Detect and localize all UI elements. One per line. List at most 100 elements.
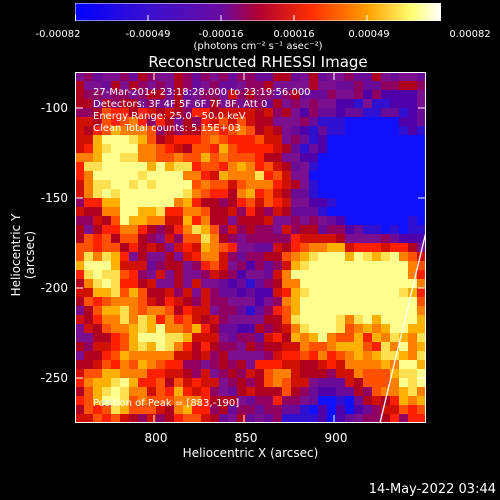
- image-pixel: [354, 117, 364, 127]
- image-pixel: [147, 333, 157, 343]
- image-pixel: [237, 315, 247, 325]
- image-pixel: [273, 351, 283, 361]
- image-pixel: [381, 72, 391, 82]
- image-pixel: [264, 153, 274, 163]
- image-pixel: [318, 261, 328, 271]
- image-pixel: [75, 144, 85, 154]
- image-pixel: [417, 243, 426, 253]
- image-pixel: [309, 189, 319, 199]
- image-pixel: [354, 396, 364, 406]
- image-pixel: [174, 396, 184, 406]
- image-pixel: [228, 189, 238, 199]
- image-pixel: [174, 243, 184, 253]
- image-pixel: [228, 117, 238, 127]
- image-pixel: [111, 198, 121, 208]
- image-pixel: [300, 351, 310, 361]
- image-pixel: [228, 342, 238, 352]
- image-pixel: [282, 396, 292, 406]
- image-pixel: [237, 117, 247, 127]
- image-pixel: [336, 162, 346, 172]
- image-pixel: [165, 162, 175, 172]
- image-pixel: [381, 189, 391, 199]
- image-pixel: [381, 243, 391, 253]
- image-pixel: [408, 261, 418, 271]
- image-pixel: [390, 180, 400, 190]
- energy-range-label: Energy Range: 25.0 - 50.0 keV: [93, 111, 246, 122]
- image-pixel: [345, 180, 355, 190]
- image-pixel: [336, 261, 346, 271]
- time-range-label: 27-Mar-2014 23:18:28.000 to 23:19:56.000: [93, 87, 311, 98]
- image-pixel: [282, 126, 292, 136]
- image-pixel: [165, 369, 175, 379]
- x-tick-label: 900: [324, 431, 348, 445]
- image-pixel: [408, 72, 418, 82]
- image-pixel: [327, 351, 337, 361]
- image-pixel: [84, 351, 94, 361]
- image-pixel: [327, 126, 337, 136]
- image-pixel: [363, 153, 373, 163]
- image-pixel: [93, 207, 103, 217]
- image-pixel: [111, 234, 121, 244]
- image-pixel: [354, 144, 364, 154]
- image-pixel: [309, 306, 319, 316]
- image-pixel: [111, 360, 121, 370]
- image-pixel: [345, 369, 355, 379]
- image-pixel: [75, 279, 85, 289]
- image-pixel: [399, 414, 409, 423]
- image-pixel: [183, 378, 193, 388]
- image-pixel: [165, 216, 175, 226]
- image-pixel: [228, 153, 238, 163]
- image-pixel: [165, 288, 175, 298]
- image-pixel: [237, 306, 247, 316]
- image-pixel: [237, 180, 247, 190]
- image-pixel: [309, 216, 319, 226]
- image-pixel: [237, 81, 247, 91]
- image-pixel: [408, 396, 418, 406]
- image-pixel: [93, 90, 103, 100]
- colorbar-tick: -0.00082: [35, 29, 81, 40]
- image-pixel: [174, 225, 184, 235]
- image-pixel: [246, 315, 256, 325]
- image-pixel: [147, 117, 157, 127]
- image-pixel: [264, 387, 274, 397]
- image-pixel: [309, 90, 319, 100]
- image-pixel: [300, 117, 310, 127]
- image-pixel: [192, 297, 202, 307]
- image-pixel: [102, 189, 112, 199]
- image-pixel: [192, 81, 202, 91]
- image-pixel: [300, 324, 310, 334]
- image-pixel: [156, 396, 166, 406]
- image-pixel: [156, 270, 166, 280]
- image-pixel: [390, 72, 400, 82]
- image-pixel: [273, 333, 283, 343]
- image-pixel: [381, 99, 391, 109]
- image-pixel: [156, 405, 166, 415]
- image-pixel: [255, 90, 265, 100]
- image-pixel: [408, 306, 418, 316]
- image-pixel: [291, 279, 301, 289]
- image-pixel: [309, 162, 319, 172]
- image-pixel: [381, 225, 391, 235]
- image-pixel: [246, 360, 256, 370]
- image-pixel: [300, 279, 310, 289]
- image-pixel: [237, 414, 247, 423]
- image-pixel: [246, 288, 256, 298]
- image-pixel: [102, 369, 112, 379]
- image-pixel: [345, 297, 355, 307]
- image-pixel: [210, 306, 220, 316]
- image-pixel: [363, 117, 373, 127]
- image-pixel: [219, 396, 229, 406]
- image-pixel: [183, 324, 193, 334]
- image-pixel: [417, 135, 426, 145]
- image-pixel: [147, 279, 157, 289]
- image-pixel: [399, 216, 409, 226]
- image-pixel: [102, 108, 112, 118]
- image-pixel: [219, 225, 229, 235]
- image-pixel: [327, 270, 337, 280]
- image-pixel: [147, 360, 157, 370]
- image-pixel: [174, 234, 184, 244]
- image-pixel: [273, 396, 283, 406]
- image-pixel: [228, 378, 238, 388]
- image-pixel: [165, 342, 175, 352]
- image-pixel: [255, 369, 265, 379]
